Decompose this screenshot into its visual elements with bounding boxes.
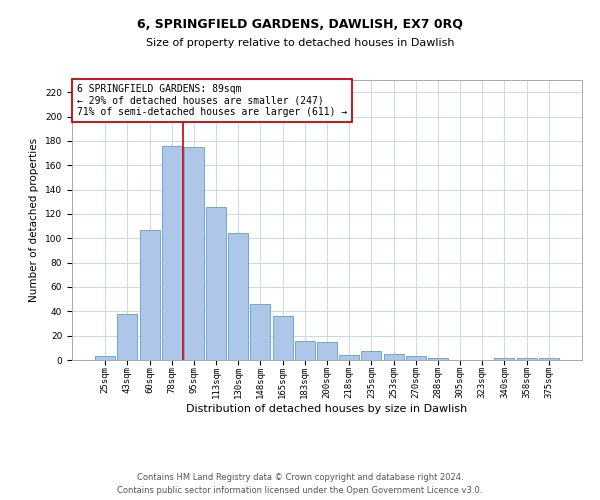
Bar — [406, 356, 426, 360]
Text: 6 SPRINGFIELD GARDENS: 89sqm
← 29% of detached houses are smaller (247)
71% of s: 6 SPRINGFIELD GARDENS: 89sqm ← 29% of de… — [77, 84, 347, 117]
Text: Size of property relative to detached houses in Dawlish: Size of property relative to detached ho… — [146, 38, 454, 48]
Bar — [184, 147, 204, 360]
Bar — [339, 355, 359, 360]
Bar — [295, 340, 315, 360]
X-axis label: Distribution of detached houses by size in Dawlish: Distribution of detached houses by size … — [187, 404, 467, 414]
Bar — [95, 356, 115, 360]
Bar — [361, 352, 382, 360]
Bar — [206, 206, 226, 360]
Text: Contains HM Land Registry data © Crown copyright and database right 2024.
Contai: Contains HM Land Registry data © Crown c… — [118, 474, 482, 495]
Text: 6, SPRINGFIELD GARDENS, DAWLISH, EX7 0RQ: 6, SPRINGFIELD GARDENS, DAWLISH, EX7 0RQ — [137, 18, 463, 30]
Bar — [428, 358, 448, 360]
Bar — [162, 146, 182, 360]
Bar — [517, 358, 536, 360]
Bar — [383, 354, 404, 360]
Bar — [228, 234, 248, 360]
Bar — [539, 358, 559, 360]
Y-axis label: Number of detached properties: Number of detached properties — [29, 138, 40, 302]
Bar — [494, 358, 514, 360]
Bar — [140, 230, 160, 360]
Bar — [118, 314, 137, 360]
Bar — [250, 304, 271, 360]
Bar — [272, 316, 293, 360]
Bar — [317, 342, 337, 360]
